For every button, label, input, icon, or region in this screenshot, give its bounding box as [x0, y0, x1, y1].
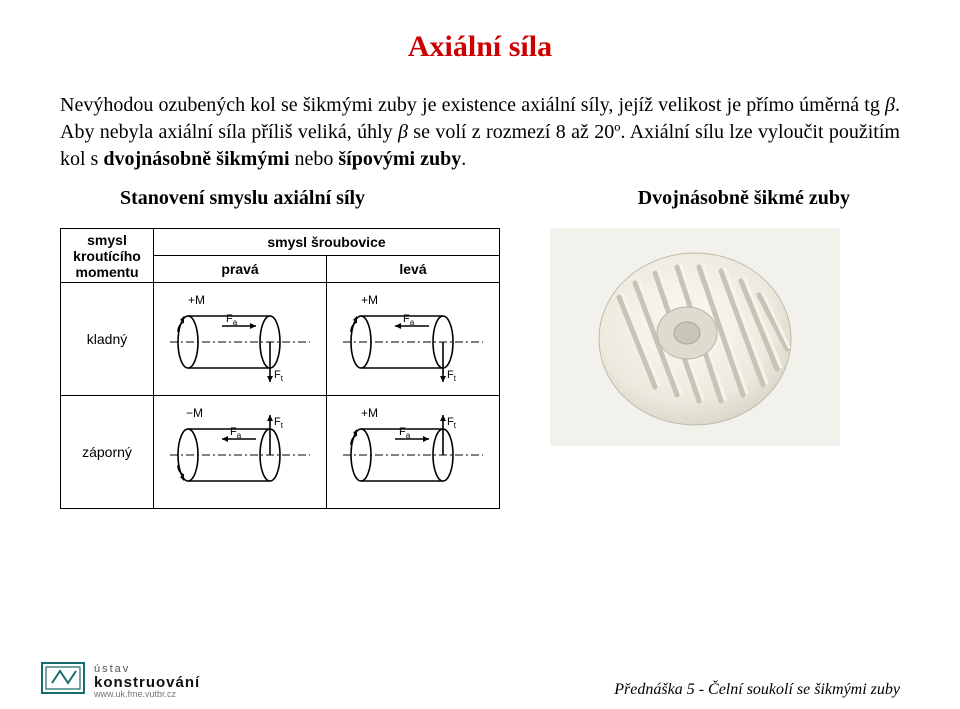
th-prava: pravá — [154, 256, 327, 283]
logo-main: konstruování — [94, 675, 200, 690]
axial-table: smysl kroutícího momentu smysl šroubovic… — [60, 228, 500, 509]
footer-logo: ústav konstruování www.uk.fme.vutbr.cz — [40, 657, 200, 699]
para-sep: nebo — [290, 148, 339, 170]
logo-url: www.uk.fme.vutbr.cz — [94, 690, 200, 699]
row-zaporny-label: záporný — [61, 396, 154, 509]
diagram-icon: +M Fa F — [333, 290, 493, 386]
beta2: β — [398, 121, 408, 143]
bold1: dvojnásobně šikmými — [103, 148, 289, 170]
svg-text:+M: +M — [188, 293, 205, 307]
subheads-row: Stanovení smyslu axiální síly Dvojnásobn… — [60, 187, 900, 210]
svg-text:Ft: Ft — [447, 416, 457, 430]
svg-text:Ft: Ft — [274, 369, 284, 383]
svg-text:Fa: Fa — [399, 426, 411, 440]
th-moment: smysl kroutícího momentu — [61, 229, 154, 283]
cell-kladny-prava: +M Fa F — [154, 283, 327, 396]
beta1: β — [885, 94, 895, 116]
logo-text-block: ústav konstruování www.uk.fme.vutbr.cz — [94, 664, 200, 699]
logo-icon — [40, 657, 86, 699]
cell-zaporny-leva: +M Fa F — [327, 396, 500, 509]
footer: ústav konstruování www.uk.fme.vutbr.cz P… — [0, 657, 960, 699]
page-title: Axiální síla — [60, 30, 900, 64]
main-row: smysl kroutícího momentu smysl šroubovic… — [60, 228, 900, 509]
para-end: . — [461, 148, 466, 170]
gear-icon — [565, 237, 825, 437]
svg-text:+M: +M — [361, 293, 378, 307]
cell-kladny-leva: +M Fa F — [327, 283, 500, 396]
svg-text:−M: −M — [186, 406, 203, 420]
gear-photo — [550, 228, 840, 446]
svg-text:+M: +M — [361, 406, 378, 420]
svg-text:Fa: Fa — [230, 426, 242, 440]
svg-text:Fa: Fa — [226, 313, 238, 327]
svg-text:Fa: Fa — [403, 313, 415, 327]
row-kladny-label: kladný — [61, 283, 154, 396]
svg-text:Ft: Ft — [274, 416, 284, 430]
bold2: šípovými zuby — [338, 148, 461, 170]
body-paragraph: Nevýhodou ozubených kol se šikmými zuby … — [60, 92, 900, 173]
footer-right: Přednáška 5 - Čelní soukolí se šikmými z… — [614, 681, 900, 699]
svg-text:Ft: Ft — [447, 369, 457, 383]
th-moment-l1: smysl — [87, 232, 127, 248]
th-moment-l3: momentu — [76, 264, 139, 280]
subhead-left: Stanovení smyslu axiální síly — [60, 187, 365, 210]
th-leva: levá — [327, 256, 500, 283]
diagram-icon: +M Fa F — [333, 403, 493, 499]
diagram-icon: +M Fa F — [160, 290, 320, 386]
diagram-icon: −M Fa F — [160, 403, 320, 499]
th-moment-l2: kroutícího — [73, 248, 141, 264]
th-helix: smysl šroubovice — [154, 229, 500, 256]
subhead-right: Dvojnásobně šikmé zuby — [638, 187, 900, 210]
para-pre: Nevýhodou ozubených kol se šikmými zuby … — [60, 94, 885, 116]
cell-zaporny-prava: −M Fa F — [154, 396, 327, 509]
